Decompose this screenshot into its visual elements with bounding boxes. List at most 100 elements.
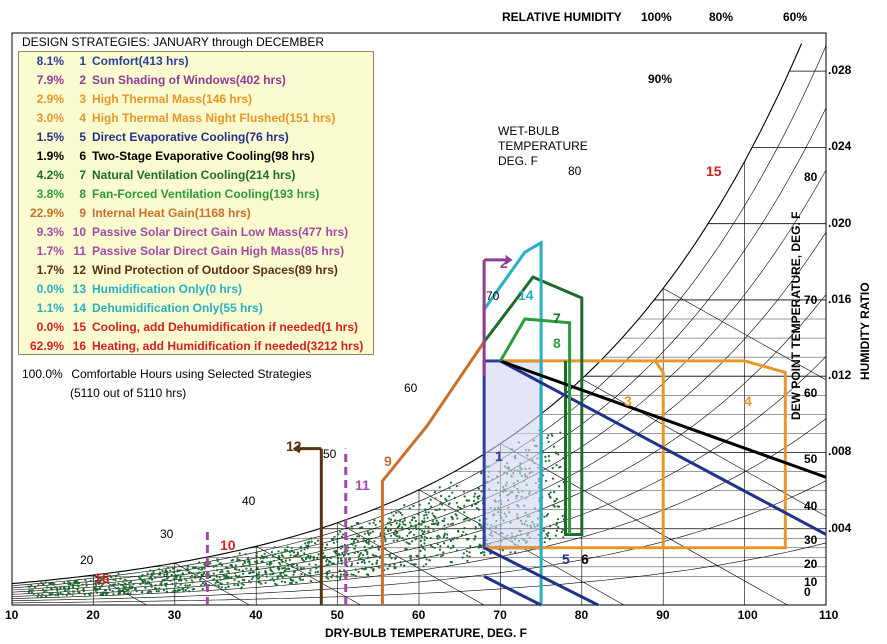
data-point — [317, 553, 320, 556]
data-point — [327, 577, 330, 580]
data-point — [545, 514, 548, 517]
data-point — [357, 558, 360, 561]
data-point — [290, 546, 293, 550]
data-point — [543, 541, 546, 544]
data-point — [548, 495, 551, 498]
data-point — [113, 583, 116, 586]
data-point — [215, 569, 219, 572]
data-point — [165, 587, 168, 590]
data-point — [388, 521, 391, 524]
data-point — [367, 542, 370, 546]
data-point — [424, 508, 427, 511]
legend-item: 4.2% 7 Natural Ventilation Cooling(214 hrs… — [18, 168, 296, 182]
legend-percent: 0.0% — [36, 282, 64, 296]
data-point — [237, 580, 240, 583]
data-point — [281, 561, 284, 564]
data-point — [161, 569, 164, 573]
data-point — [340, 562, 343, 565]
data-point — [175, 582, 178, 585]
data-point — [264, 581, 267, 585]
data-point — [466, 554, 469, 557]
data-point — [356, 551, 359, 554]
data-point — [436, 537, 439, 540]
data-point — [336, 557, 340, 560]
legend-text: Comfort(413 hrs) — [92, 54, 189, 68]
data-point — [449, 539, 452, 543]
data-point — [283, 566, 286, 569]
data-point — [354, 544, 357, 547]
data-point — [364, 566, 367, 569]
data-point — [103, 576, 106, 579]
legend-text: Passive Solar Direct Gain High Mass(85 h… — [92, 244, 345, 258]
zone-2-arrowhead — [505, 254, 513, 265]
data-point — [154, 584, 157, 587]
data-point — [186, 567, 189, 570]
data-point — [290, 579, 293, 582]
data-point — [317, 539, 320, 542]
legend-item: 22.9% 9 Internal Heat Gain(1168 hrs) — [18, 206, 251, 220]
data-point — [453, 496, 456, 499]
data-point — [217, 581, 220, 584]
data-point — [30, 584, 33, 587]
data-point — [437, 521, 440, 525]
data-point — [326, 573, 329, 576]
data-point — [547, 440, 550, 443]
data-point — [420, 544, 423, 547]
humidity-tick-label: .004 — [828, 520, 852, 535]
data-point — [557, 453, 560, 456]
data-point — [43, 590, 46, 594]
data-point — [422, 546, 425, 550]
data-point — [342, 573, 345, 576]
data-point — [240, 586, 243, 589]
data-point — [283, 569, 286, 573]
legend-number: 8 — [79, 187, 86, 201]
data-point — [202, 581, 205, 584]
data-point — [424, 511, 427, 514]
data-point — [94, 589, 97, 592]
data-point — [51, 592, 54, 595]
data-point — [280, 554, 283, 557]
legend-text: Internal Heat Gain(1168 hrs) — [92, 206, 251, 220]
data-point — [546, 534, 549, 538]
data-point — [367, 556, 370, 559]
data-point — [194, 576, 197, 579]
data-point — [220, 586, 223, 589]
data-point — [366, 551, 369, 554]
data-point — [363, 532, 366, 535]
wet-bulb-label-80: 80 — [568, 164, 582, 178]
data-point — [309, 569, 312, 572]
data-point — [390, 511, 393, 514]
data-point — [338, 569, 341, 572]
legend-item: 9.3% 10 Passive Solar Direct Gain Low Mass… — [18, 225, 348, 239]
data-point — [339, 573, 342, 576]
legend-text: Fan-Forced Ventilation Cooling(193 hrs) — [92, 187, 320, 201]
data-point — [461, 556, 464, 559]
data-point — [129, 592, 132, 595]
dew-point-tick-label: 10 — [804, 575, 818, 589]
data-point — [325, 563, 328, 567]
data-point — [28, 589, 31, 592]
humidity-tick-label: .020 — [828, 215, 852, 230]
data-point — [203, 571, 206, 575]
legend-number: 10 — [72, 225, 86, 239]
data-point — [296, 567, 299, 570]
data-point — [104, 589, 107, 592]
data-point — [242, 572, 245, 576]
data-point — [440, 555, 443, 558]
data-point — [158, 571, 162, 574]
data-point — [272, 579, 275, 582]
data-point — [177, 589, 180, 592]
legend-percent: 22.9% — [29, 206, 64, 220]
data-point — [365, 541, 368, 544]
legend-text: Two-Stage Evaporative Cooling(98 hrs) — [92, 149, 315, 163]
data-point — [312, 556, 315, 559]
data-point — [289, 577, 292, 580]
data-point — [248, 572, 251, 575]
data-point — [454, 513, 457, 516]
data-point — [474, 503, 477, 506]
data-point — [81, 583, 84, 586]
data-point — [423, 514, 426, 517]
data-point — [374, 554, 377, 557]
data-point — [161, 579, 164, 582]
data-point — [362, 540, 365, 543]
